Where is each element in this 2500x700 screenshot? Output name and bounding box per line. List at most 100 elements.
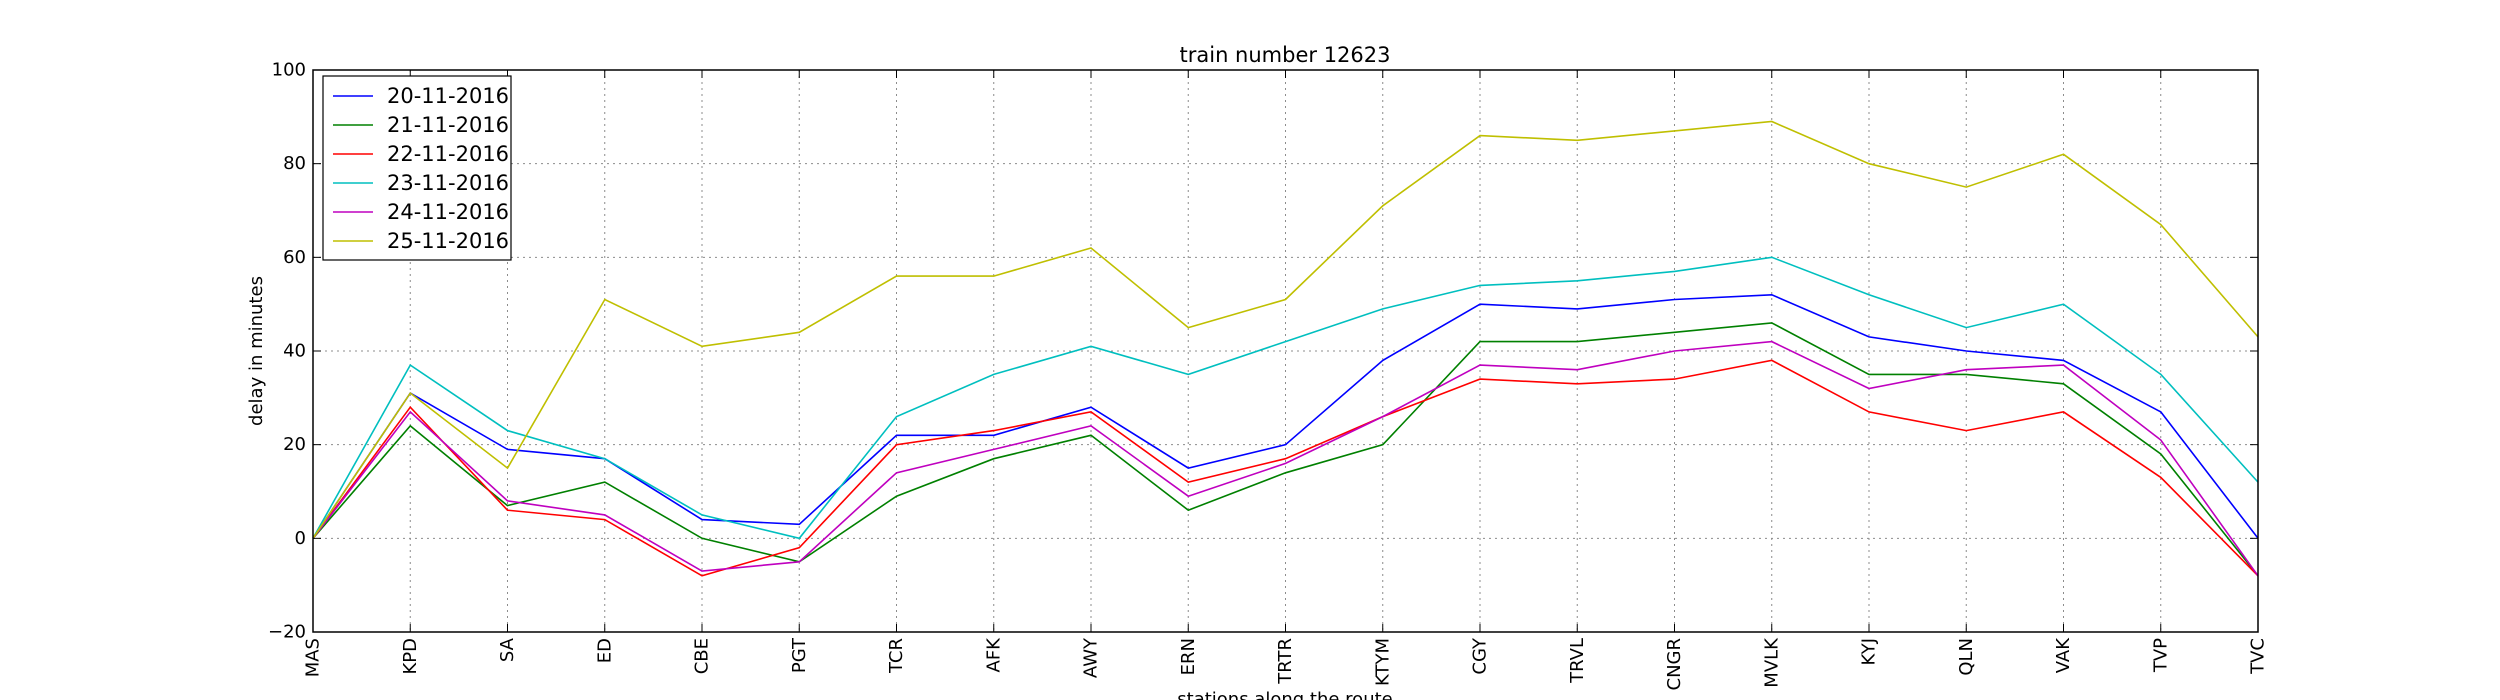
data-point — [992, 274, 996, 278]
data-point — [1770, 321, 1774, 325]
data-point — [2062, 382, 2066, 386]
data-point — [1381, 307, 1385, 311]
data-point — [1964, 349, 1968, 353]
y-tick-label: 60 — [283, 247, 306, 268]
data-point — [1186, 372, 1190, 376]
data-point — [408, 424, 412, 428]
data-point — [895, 274, 899, 278]
data-point — [603, 297, 607, 301]
data-point — [895, 443, 899, 447]
data-point — [1381, 443, 1385, 447]
data-point — [1478, 283, 1482, 287]
data-point — [1770, 293, 1774, 297]
data-point — [1575, 138, 1579, 142]
chart-title: train number 12623 — [1180, 43, 1391, 67]
x-tick-label: CBE — [692, 638, 713, 674]
series-line-23-11-2016 — [312, 256, 2259, 540]
data-point — [1381, 204, 1385, 208]
x-tick-label: KYJ — [1859, 638, 1880, 665]
y-tick-label: 40 — [283, 341, 306, 362]
data-point — [797, 546, 801, 550]
data-point — [1186, 480, 1190, 484]
y-tick-label: −20 — [268, 622, 306, 643]
data-point — [700, 574, 704, 578]
data-point — [2159, 372, 2163, 376]
data-point — [1867, 335, 1871, 339]
data-point — [1284, 471, 1288, 475]
data-point — [603, 457, 607, 461]
data-point — [1673, 129, 1677, 133]
data-point — [1284, 340, 1288, 344]
series-line-20-11-2016 — [312, 293, 2259, 539]
data-point — [506, 429, 510, 433]
x-tick-label: VAK — [2053, 637, 2074, 673]
data-point — [700, 536, 704, 540]
series-line-25-11-2016 — [312, 120, 2259, 539]
x-tick-label: AFK — [983, 637, 1004, 673]
data-point — [1575, 340, 1579, 344]
data-point — [1575, 279, 1579, 283]
legend-label: 20-11-2016 — [387, 84, 509, 108]
data-point — [1770, 358, 1774, 362]
data-point — [1089, 246, 1093, 250]
data-point — [1673, 330, 1677, 334]
data-point — [1964, 185, 1968, 189]
data-point — [2159, 452, 2163, 456]
data-point — [992, 457, 996, 461]
data-point — [1089, 344, 1093, 348]
y-tick-label: 20 — [283, 434, 306, 455]
data-point — [992, 372, 996, 376]
data-point — [1964, 368, 1968, 372]
data-point — [1478, 302, 1482, 306]
data-point — [895, 471, 899, 475]
data-point — [408, 410, 412, 414]
data-point — [1673, 377, 1677, 381]
series-line-21-11-2016 — [312, 322, 2259, 577]
data-point — [797, 560, 801, 564]
data-point — [1284, 297, 1288, 301]
data-point — [992, 429, 996, 433]
data-point — [1673, 269, 1677, 273]
data-point — [2062, 302, 2066, 306]
x-tick-label: ED — [594, 638, 615, 663]
data-point — [408, 405, 412, 409]
series-line-24-11-2016 — [312, 340, 2259, 577]
data-point — [1089, 410, 1093, 414]
x-tick-label: TRTR — [1275, 638, 1296, 685]
data-point — [1770, 340, 1774, 344]
data-point — [603, 480, 607, 484]
axis-ticks: MAS KPD SA ED CBE PGT TCR AFK AWY ERN TRTR KTYM CGY T… — [268, 60, 2269, 691]
y-tick-label: 0 — [295, 528, 306, 549]
data-point — [1964, 372, 1968, 376]
data-point — [1186, 508, 1190, 512]
x-tick-label: TVC — [2248, 638, 2269, 675]
x-tick-label: TVP — [2150, 638, 2171, 673]
data-point — [2159, 438, 2163, 442]
data-point — [1381, 358, 1385, 362]
data-point — [408, 363, 412, 367]
data-point — [1867, 162, 1871, 166]
x-tick-label: ERN — [1178, 638, 1199, 675]
data-point — [2062, 358, 2066, 362]
x-axis-title: stations along the route — [1177, 689, 1392, 700]
data-point — [1575, 368, 1579, 372]
data-point — [1478, 340, 1482, 344]
x-tick-label: PGT — [789, 637, 810, 673]
data-point — [1867, 372, 1871, 376]
x-tick-label: AWY — [1081, 637, 1102, 678]
data-point — [895, 494, 899, 498]
data-point — [700, 513, 704, 517]
data-point — [408, 391, 412, 395]
data-point — [1284, 443, 1288, 447]
data-point — [1284, 461, 1288, 465]
y-tick-label: 80 — [283, 153, 306, 174]
data-point — [1186, 326, 1190, 330]
data-point — [797, 522, 801, 526]
data-point — [1770, 120, 1774, 124]
x-tick-label: QLN — [1956, 638, 1977, 676]
data-point — [700, 344, 704, 348]
data-point — [1964, 326, 1968, 330]
data-point — [1673, 297, 1677, 301]
legend-box — [322, 75, 512, 261]
